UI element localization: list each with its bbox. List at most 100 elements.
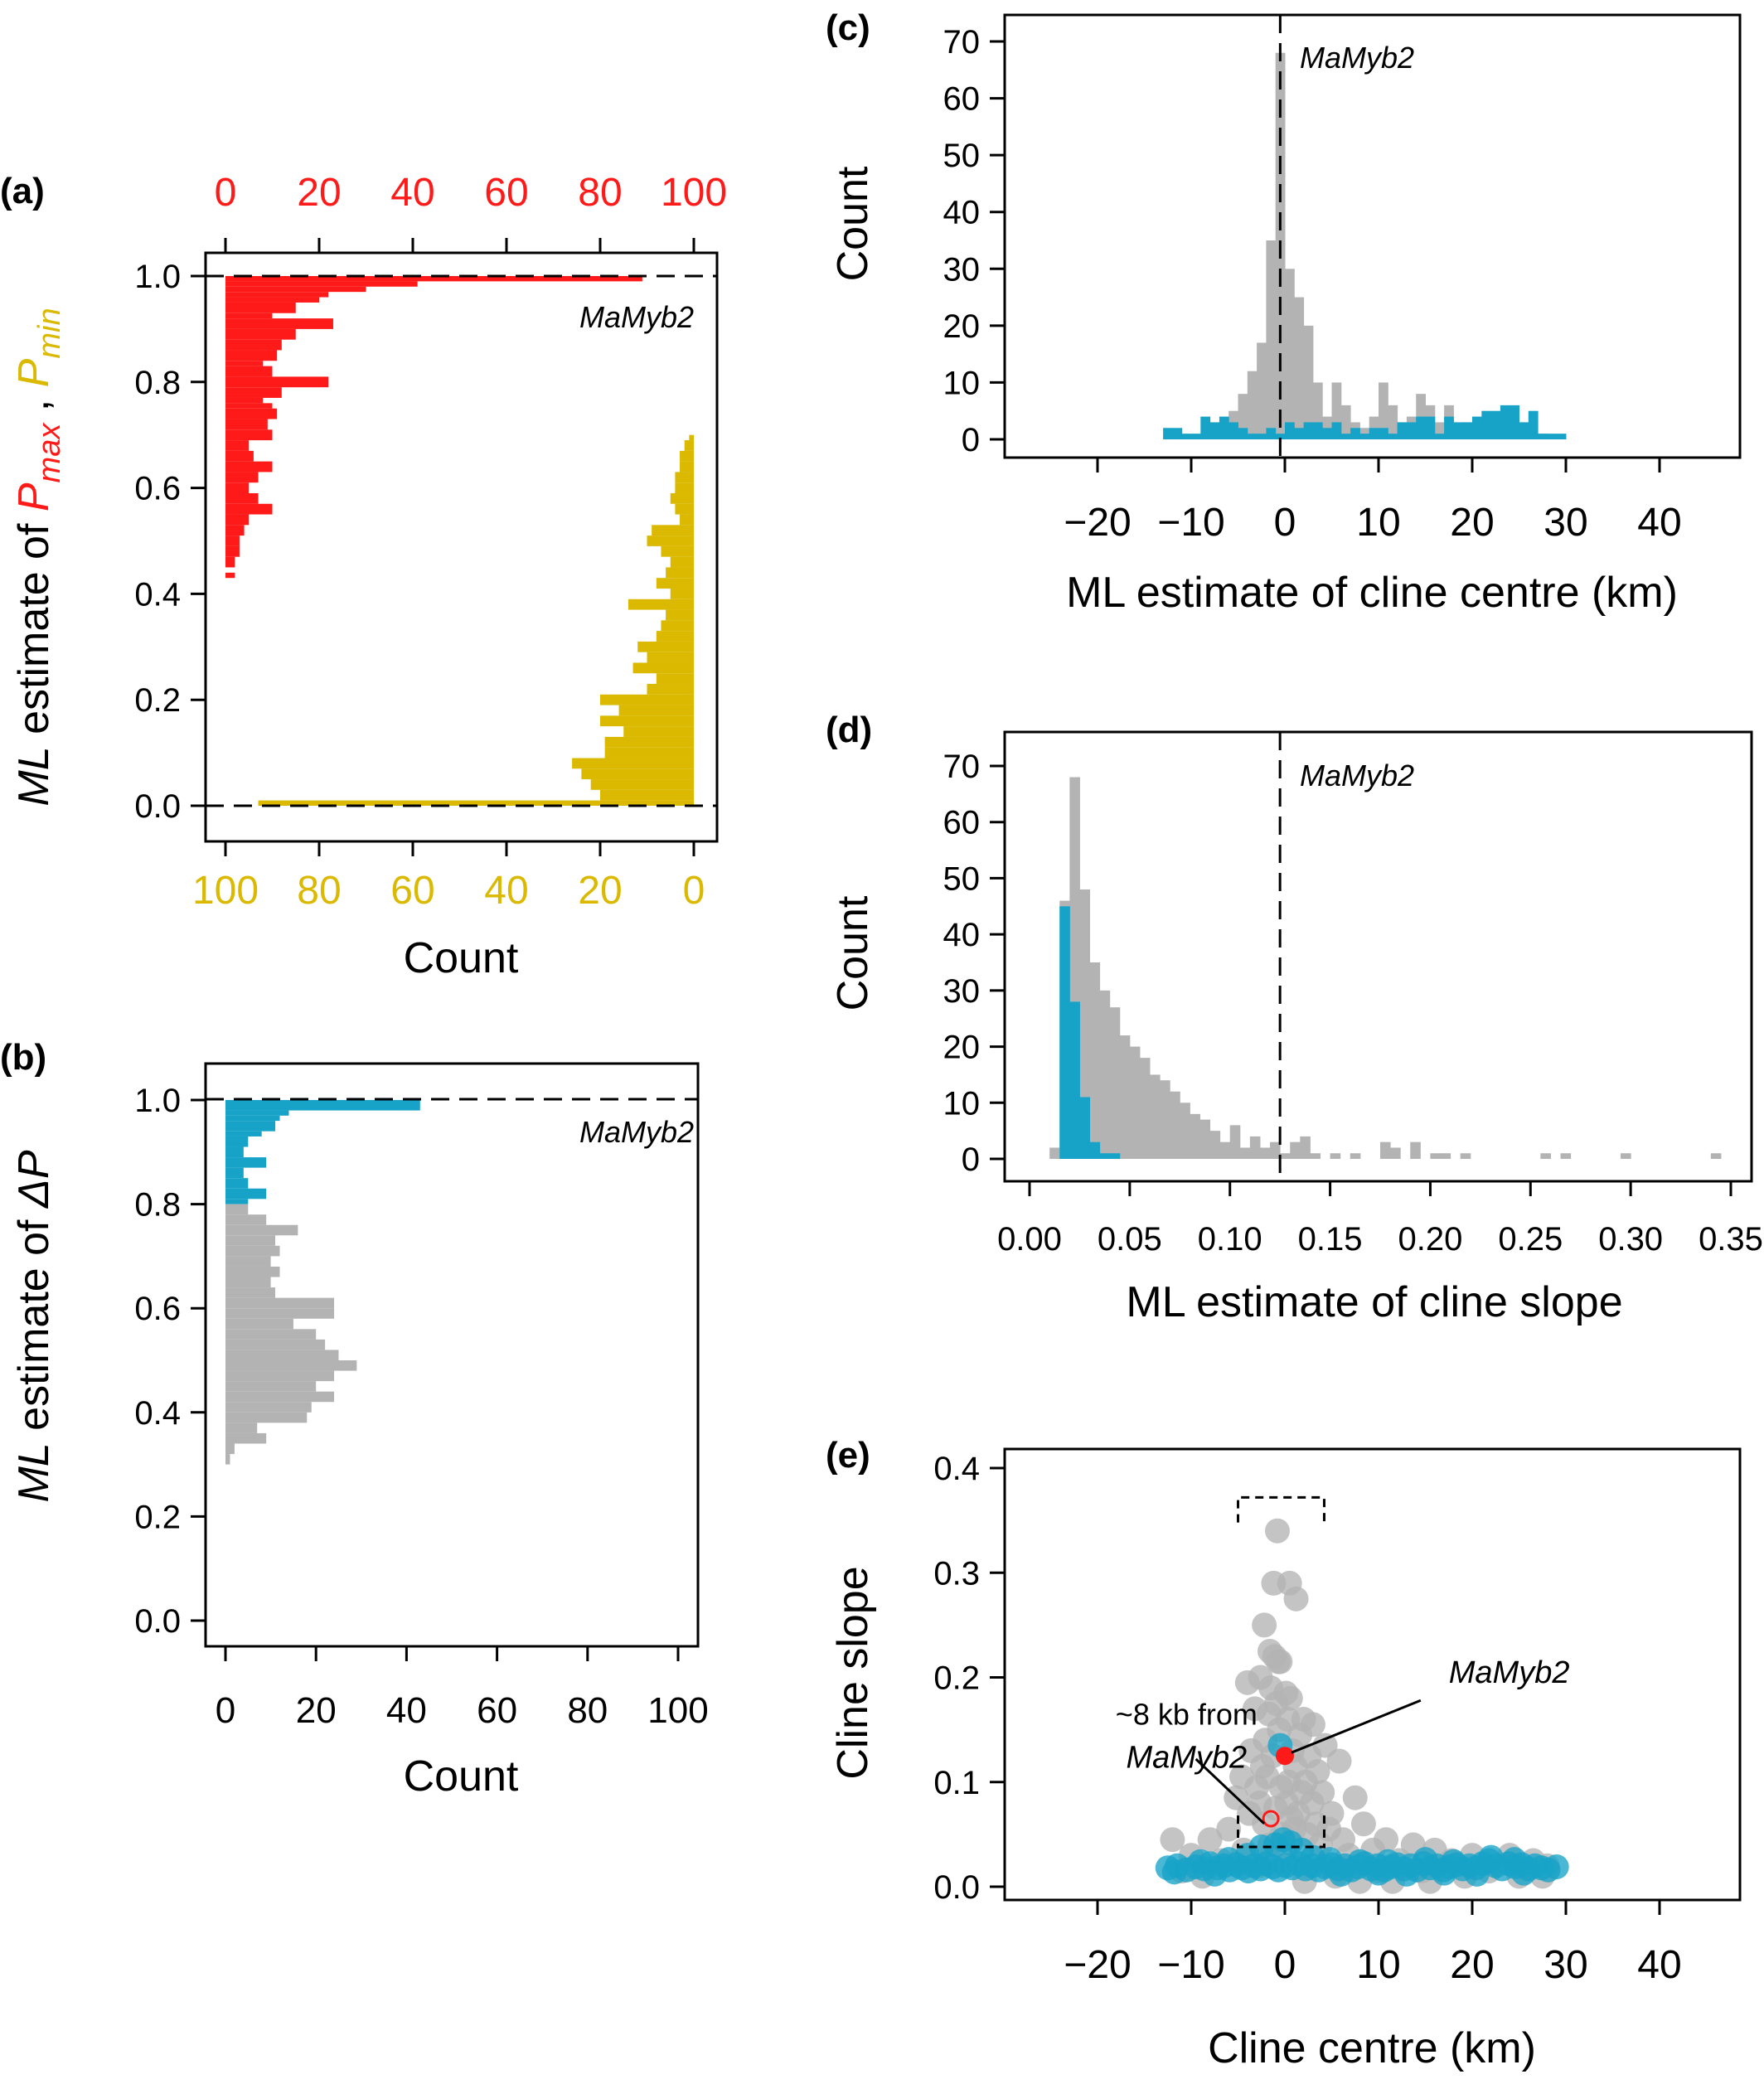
bar-gray [1710, 1153, 1722, 1159]
bar-gray [1312, 382, 1323, 439]
y-label-part: , [10, 387, 58, 423]
bar-ΔP ≤ 0.8 [225, 1277, 271, 1288]
panel-d-x-label: ML estimate of cline slope [1126, 1278, 1622, 1326]
point-gray [1350, 1811, 1376, 1837]
panel-b-bottom-axis: 0 20 40 60 80 100 [216, 1645, 709, 1731]
panel-b-x-tick-label: 100 [647, 1690, 708, 1731]
bar-gray [1434, 422, 1445, 439]
bar-blue [1200, 416, 1211, 439]
panel-b-bars [225, 1100, 420, 1465]
panel-b-y-tick-label: 0.6 [134, 1291, 181, 1327]
bar-gray [1270, 1141, 1281, 1159]
bar-Pmin [680, 461, 694, 473]
bar-Pmax [225, 302, 296, 313]
bar-blue [1181, 434, 1192, 439]
bottom-tick-label: 40 [484, 869, 528, 913]
panel-d-bottom-axis: 0.00 0.05 0.10 0.15 0.20 0.25 0.30 0.35 [997, 1180, 1763, 1258]
bar-blue [1294, 428, 1305, 439]
top-tick-label: 100 [661, 171, 727, 215]
bar-Pmin [637, 641, 694, 652]
y-label-part: estimate of [10, 511, 58, 746]
point-blue [1202, 1861, 1228, 1887]
panel-c-y-label: Count [829, 166, 877, 281]
panel-e-x-tick-label: 0 [1274, 1943, 1296, 1987]
bar-blue [1359, 434, 1370, 439]
panel-b-annotation: MaMyb2 [579, 1115, 694, 1149]
panel-a-y-tick-label: 0.0 [134, 788, 181, 825]
bar-Pmax [225, 461, 273, 473]
bar-Pmin [604, 747, 694, 758]
bar-blue [1406, 422, 1417, 439]
y-label-part: ΔP [10, 1150, 58, 1209]
panel-e-x-tick-label: 10 [1356, 1943, 1400, 1987]
panel-d-left-axis: 0 10 20 30 40 50 60 70 [943, 749, 1006, 1178]
bar-blue [1089, 1141, 1101, 1159]
panel-b: (b) MaMyb2 0 20 40 60 80 100 0.0 0.2 0.4 0.6 0.8 1… [0, 1037, 709, 1800]
bar-gray [1430, 1153, 1442, 1159]
bar-ΔP ≤ 0.8 [225, 1318, 293, 1330]
bar-Pmax [225, 472, 259, 483]
bar-ΔP ≤ 0.8 [225, 1412, 308, 1423]
point-gray [1252, 1612, 1277, 1638]
bar-Pmax [225, 376, 329, 388]
bar-gray [1380, 1141, 1391, 1159]
panel-e-label: (e) [826, 1435, 870, 1476]
panel-e-x-tick-label: 40 [1637, 1943, 1681, 1987]
bar-Pmin [680, 514, 694, 526]
point-gray [1326, 1748, 1352, 1774]
bar-Pmin [652, 525, 694, 536]
point-blue [1328, 1861, 1354, 1887]
bar-gray [1410, 1141, 1421, 1159]
bar-gray [1416, 394, 1426, 439]
panel-c-y-tick-label: 0 [962, 422, 980, 458]
panel-c-x-tick-label: 10 [1356, 501, 1400, 545]
bar-gray [1119, 1035, 1131, 1159]
bar-gray [1089, 962, 1101, 1159]
top-tick-label: 20 [297, 171, 341, 215]
point-gray [1267, 1649, 1293, 1674]
bar-ΔP > 0.8 [225, 1136, 249, 1147]
bar-Pmin [600, 715, 694, 727]
bar-gray [1294, 297, 1305, 439]
panel-c-x-tick-label: −10 [1157, 501, 1224, 545]
bar-Pmin [647, 536, 694, 546]
panel-c: (c) MaMyb2 −20 −10 0 10 20 30 40 0 10 20 30 40 50 60… [826, 7, 1742, 617]
panel-d-x-tick-label: 0.20 [1398, 1221, 1462, 1258]
bar-Pmax [225, 514, 250, 526]
panel-e-y-label: Cline slope [829, 1566, 877, 1779]
bottom-tick-label: 20 [578, 869, 622, 913]
bar-ΔP ≤ 0.8 [225, 1224, 298, 1236]
bar-blue [1331, 422, 1342, 439]
bar-Pmin [670, 589, 694, 599]
bar-gray [1079, 889, 1091, 1159]
top-tick-label: 40 [390, 171, 434, 215]
bar-Pmin [675, 472, 694, 483]
panel-a-label: (a) [0, 171, 45, 211]
panel-c-label: (c) [826, 7, 870, 48]
top-tick-label: 80 [578, 171, 622, 215]
panel-d-x-tick-label: 0.00 [997, 1221, 1062, 1258]
bar-Pmax [225, 503, 273, 515]
bar-Pmax [225, 339, 282, 351]
bar-Pmin [258, 800, 694, 806]
panel-b-y-tick-label: 0.2 [134, 1499, 181, 1535]
annotation-8kb-line2: MaMyb2 [1126, 1740, 1247, 1775]
bar-gray [1379, 382, 1388, 439]
panel-b-left-axis: 0.0 0.2 0.4 0.6 0.8 1.0 [134, 1083, 207, 1640]
bar-gray [1310, 1153, 1321, 1159]
panel-d-annotation: MaMyb2 [1300, 758, 1414, 792]
bar-gray [1359, 428, 1370, 439]
panel-d-y-label: Count [829, 895, 877, 1010]
bar-gray [1129, 1046, 1141, 1159]
highlight-point-8kb [1262, 1810, 1280, 1828]
bar-blue [1481, 410, 1492, 439]
bar-Pmin [600, 694, 694, 705]
panel-e-x-tick-label: 30 [1544, 1943, 1587, 1987]
panel-a: (a) MaMyb2 0 20 40 60 80 100 100 80 60 40 20 0 0.0… [0, 171, 727, 982]
panel-a-x-label: Count [404, 934, 519, 982]
bar-gray [1621, 1153, 1631, 1159]
bar-ΔP ≤ 0.8 [225, 1256, 271, 1267]
panel-c-x-tick-label: 0 [1274, 501, 1296, 545]
panel-e-y-tick-label: 0.3 [933, 1555, 980, 1592]
point-blue [1393, 1861, 1419, 1887]
